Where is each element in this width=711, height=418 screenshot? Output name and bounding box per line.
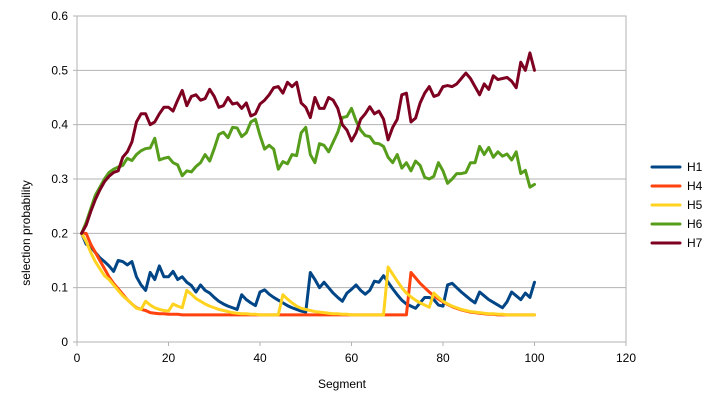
legend-label-h1: H1 — [687, 160, 703, 174]
series-line-h6 — [80, 106, 536, 235]
y-tick-label: 0.1 — [51, 281, 68, 295]
y-tick-label: 0.6 — [51, 9, 68, 23]
series-line-h7 — [80, 51, 536, 235]
x-tick-label: 100 — [524, 351, 544, 365]
y-axis-label: selection probability — [19, 180, 33, 285]
axis-ticks: 0 0.1 0.2 0.3 0.4 0.5 0.6 0 20 40 60 80 100 120 — [51, 9, 636, 365]
y-tick-label: 0.3 — [51, 172, 68, 186]
x-tick-label: 20 — [162, 351, 176, 365]
y-tick-label: 0.5 — [51, 63, 68, 77]
legend-label-h4: H4 — [687, 179, 703, 193]
legend-label-h5: H5 — [687, 198, 703, 212]
x-tick-label: 40 — [253, 351, 267, 365]
x-tick-label: 80 — [436, 351, 450, 365]
legend: H1 H4 H5 H6 H7 — [650, 160, 703, 250]
series-line-h1 — [80, 231, 536, 314]
series-line-h5 — [80, 231, 536, 317]
x-tick-label: 60 — [345, 351, 359, 365]
x-tick-label: 120 — [616, 351, 636, 365]
y-tick-label: 0.2 — [51, 226, 68, 240]
legend-label-h6: H6 — [687, 217, 703, 231]
y-tick-label: 0 — [61, 335, 68, 349]
x-axis-label: Segment — [318, 377, 367, 391]
x-tick-label: 0 — [74, 351, 81, 365]
y-tick-label: 0.4 — [51, 118, 68, 132]
series-lines — [80, 51, 536, 317]
legend-label-h7: H7 — [687, 236, 703, 250]
